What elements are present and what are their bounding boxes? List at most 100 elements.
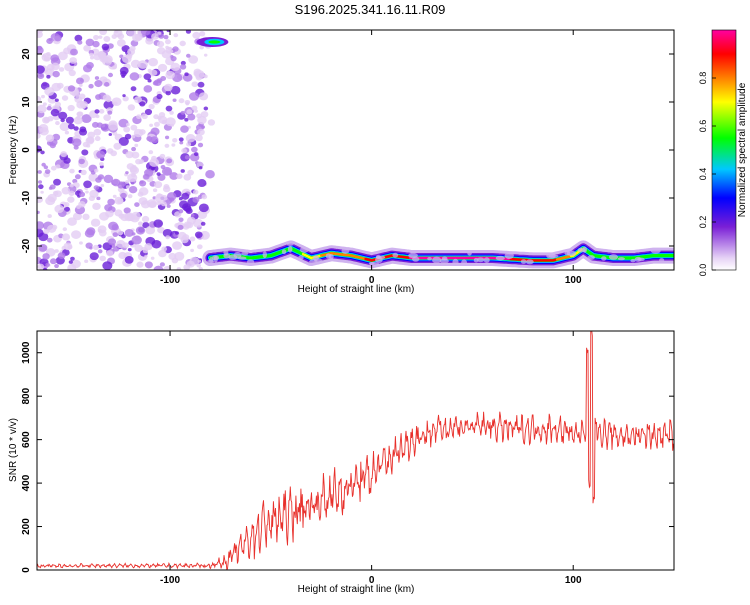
noise-blob: [34, 46, 44, 54]
noise-blob: [186, 54, 191, 58]
noise-blob: [112, 65, 117, 69]
noise-blob: [154, 122, 160, 127]
snr-ylabel: SNR (10 * v/v): [8, 418, 19, 482]
noise-blob: [90, 56, 94, 59]
noise-blob: [99, 53, 106, 59]
noise-blob: [103, 94, 110, 100]
snr-ytick-label: 200: [21, 518, 32, 535]
noise-blob: [120, 67, 129, 75]
ridge-speckle: [567, 251, 576, 256]
noise-blob: [123, 126, 130, 132]
noise-blob: [176, 174, 182, 179]
noise-blob: [203, 74, 207, 78]
ridge-speckle: [214, 256, 218, 263]
noise-blob: [151, 257, 155, 260]
noise-blob: [93, 245, 99, 250]
noise-blob: [50, 143, 56, 148]
noise-blob: [113, 195, 117, 198]
noise-blob: [124, 213, 133, 221]
ridge-speckle: [287, 242, 294, 246]
noise-blob: [107, 199, 115, 206]
noise-blob: [53, 179, 61, 186]
noise-blob: [149, 124, 153, 127]
noise-blob: [148, 69, 152, 72]
noise-blob: [122, 55, 132, 63]
ridge-speckle: [583, 246, 587, 252]
ridge-speckle: [618, 257, 625, 260]
noise-blob: [79, 84, 83, 87]
noise-blob: [41, 95, 45, 98]
noise-blob: [69, 169, 74, 174]
noise-blob: [165, 144, 170, 148]
noise-blob: [47, 194, 56, 202]
noise-blob: [97, 122, 103, 127]
noise-blob: [51, 109, 60, 117]
noise-blob: [85, 190, 89, 193]
noise-blob: [88, 84, 93, 89]
ridge-speckle: [432, 257, 441, 264]
noise-blob: [131, 147, 136, 151]
noise-blob: [94, 185, 100, 190]
spectrogram-ytick-label: 0: [21, 147, 32, 153]
ridge-speckle: [408, 253, 418, 258]
noise-blob: [152, 240, 162, 248]
ridge-speckle: [549, 255, 559, 258]
noise-blob: [169, 111, 174, 115]
noise-blob: [50, 258, 57, 264]
noise-blob: [35, 221, 45, 229]
ridge-speckle: [477, 257, 484, 262]
noise-blob: [76, 78, 84, 85]
noise-blob: [101, 184, 105, 187]
noise-blob: [143, 174, 150, 180]
noise-blob: [89, 196, 95, 201]
noise-blob: [180, 64, 186, 70]
noise-blob: [67, 196, 74, 202]
noise-blob: [197, 179, 206, 187]
noise-blob: [102, 44, 110, 51]
noise-blob: [181, 111, 186, 115]
noise-blob: [178, 225, 184, 230]
noise-blob: [83, 181, 92, 189]
noise-blob: [197, 116, 206, 124]
noise-blob: [131, 86, 137, 91]
noise-blob: [117, 183, 124, 189]
noise-blob: [134, 129, 144, 137]
noise-blob: [85, 243, 92, 249]
ridge-speckle: [369, 262, 375, 265]
noise-blob: [39, 74, 43, 77]
noise-blob: [193, 71, 199, 76]
noise-blob: [160, 76, 166, 81]
noise-blob: [185, 155, 190, 159]
noise-blob: [113, 232, 119, 237]
noise-blob: [132, 232, 136, 235]
noise-blob: [50, 54, 59, 61]
noise-blob: [81, 149, 88, 155]
noise-blob: [79, 126, 86, 132]
noise-blob: [93, 129, 101, 136]
noise-blob: [169, 197, 174, 201]
noise-blob: [204, 54, 208, 57]
ridge-speckle: [300, 247, 309, 253]
noise-blob: [104, 175, 114, 183]
noise-blob: [86, 144, 90, 148]
noise-blob: [170, 63, 180, 71]
noise-blob: [82, 214, 89, 220]
ridge-speckle: [484, 257, 490, 263]
noise-blob: [198, 82, 205, 88]
noise-blob: [44, 117, 50, 122]
noise-blob: [41, 163, 45, 167]
noise-blob: [132, 152, 140, 159]
snr-ytick-label: 400: [21, 474, 32, 491]
noise-blob: [93, 35, 99, 40]
snr-ytick-label: 1000: [21, 341, 32, 364]
noise-blob: [95, 76, 99, 80]
ridge-speckle: [341, 248, 349, 254]
noise-blob: [99, 28, 107, 35]
noise-blob: [110, 150, 117, 156]
noise-blob: [197, 129, 205, 136]
noise-blob: [194, 109, 198, 112]
noise-blob: [62, 233, 70, 240]
noise-blob: [186, 102, 190, 105]
